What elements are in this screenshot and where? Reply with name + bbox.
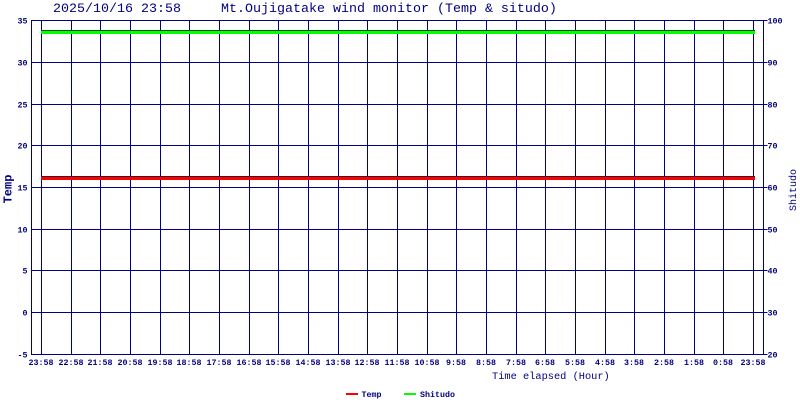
- svg-text:15: 15: [18, 184, 28, 194]
- svg-text:Shitudo: Shitudo: [788, 169, 800, 211]
- svg-text:90: 90: [768, 59, 778, 69]
- svg-text:Temp: Temp: [2, 175, 16, 204]
- svg-text:23:58: 23:58: [29, 358, 54, 368]
- svg-text:40: 40: [768, 267, 778, 277]
- svg-text:1:58: 1:58: [684, 358, 704, 368]
- svg-text:25: 25: [18, 101, 28, 111]
- svg-text:50: 50: [768, 226, 778, 236]
- svg-text:10:58: 10:58: [415, 358, 440, 368]
- svg-text:0: 0: [23, 309, 28, 319]
- svg-text:-5: -5: [18, 351, 28, 361]
- svg-text:9:58: 9:58: [446, 358, 466, 368]
- svg-text:19:58: 19:58: [148, 358, 173, 368]
- svg-text:11:58: 11:58: [385, 358, 410, 368]
- svg-text:2:58: 2:58: [654, 358, 674, 368]
- svg-text:70: 70: [768, 142, 778, 152]
- svg-text:6:58: 6:58: [535, 358, 555, 368]
- svg-text:16:58: 16:58: [237, 358, 262, 368]
- svg-text:12:58: 12:58: [355, 358, 380, 368]
- svg-text:Shitudo: Shitudo: [420, 390, 455, 400]
- svg-text:Temp: Temp: [362, 390, 382, 400]
- svg-text:4:58: 4:58: [595, 358, 615, 368]
- svg-text:100: 100: [768, 17, 783, 27]
- svg-text:3:58: 3:58: [624, 358, 644, 368]
- svg-text:35: 35: [18, 17, 28, 27]
- svg-text:30: 30: [18, 59, 28, 69]
- svg-text:Time elapsed (Hour): Time elapsed (Hour): [492, 371, 610, 383]
- svg-text:0:58: 0:58: [713, 358, 733, 368]
- svg-text:20:58: 20:58: [118, 358, 143, 368]
- svg-text:30: 30: [768, 309, 778, 319]
- svg-text:10: 10: [18, 226, 28, 236]
- svg-text:Mt.Oujigatake wind monitor (Te: Mt.Oujigatake wind monitor (Temp & situd…: [221, 2, 557, 17]
- svg-text:20: 20: [18, 142, 28, 152]
- svg-text:15:58: 15:58: [266, 358, 291, 368]
- svg-text:17:58: 17:58: [207, 358, 232, 368]
- svg-text:5:58: 5:58: [565, 358, 585, 368]
- svg-text:23:58: 23:58: [741, 358, 766, 368]
- svg-text:2025/10/16 23:58: 2025/10/16 23:58: [53, 2, 181, 17]
- svg-text:18:58: 18:58: [177, 358, 202, 368]
- svg-text:20: 20: [768, 351, 778, 361]
- svg-text:22:58: 22:58: [59, 358, 84, 368]
- svg-text:80: 80: [768, 101, 778, 111]
- svg-text:60: 60: [768, 184, 778, 194]
- svg-text:21:58: 21:58: [88, 358, 113, 368]
- svg-text:14:58: 14:58: [296, 358, 321, 368]
- svg-text:7:58: 7:58: [506, 358, 526, 368]
- svg-text:13:58: 13:58: [326, 358, 351, 368]
- svg-text:5: 5: [23, 267, 28, 277]
- svg-text:8:58: 8:58: [476, 358, 496, 368]
